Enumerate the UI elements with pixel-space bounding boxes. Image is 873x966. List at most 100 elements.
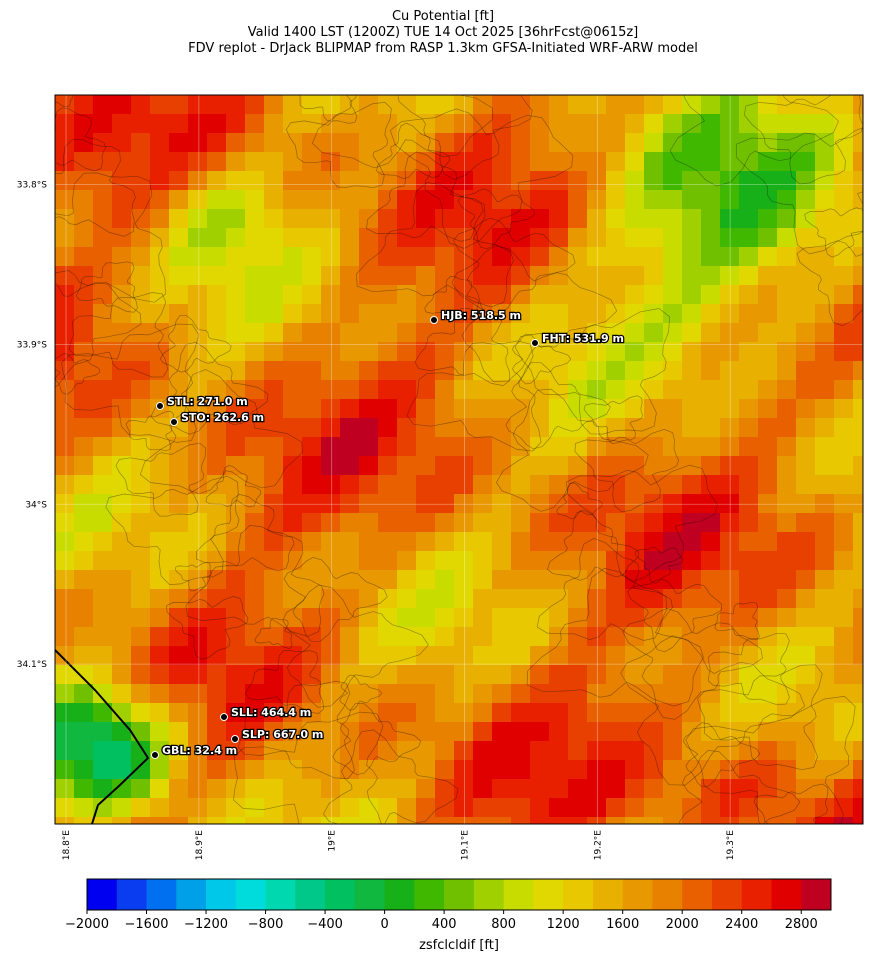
field-cell <box>625 513 644 532</box>
field-cell <box>853 722 863 741</box>
field-cell <box>758 114 777 133</box>
field-cell <box>74 342 93 361</box>
overlay: 33.8°S33.9°S34°S34.1°S18.8°E 18.9°E 19°E 19… <box>17 95 863 860</box>
field-cell <box>207 380 226 399</box>
field-cell <box>568 589 587 608</box>
field-cell <box>625 228 644 247</box>
field-cell <box>682 570 701 589</box>
field-cell <box>321 779 340 798</box>
field-cell <box>264 798 283 817</box>
colorbar-swatch <box>146 879 177 910</box>
field-cell <box>682 494 701 513</box>
field-cell <box>815 247 834 266</box>
field-cell <box>74 456 93 475</box>
field-cell <box>283 95 302 114</box>
field-cell <box>473 494 492 513</box>
field-cell <box>777 342 796 361</box>
field-cell <box>663 608 682 627</box>
field-cell <box>530 646 549 665</box>
field-cell <box>245 570 264 589</box>
field-cell <box>644 779 663 798</box>
field-cell <box>777 703 796 722</box>
field-cell <box>663 798 682 817</box>
field-cell <box>549 380 568 399</box>
field-cell <box>359 456 378 475</box>
field-cell <box>93 665 112 684</box>
contour <box>622 608 763 720</box>
field-cell <box>112 608 131 627</box>
field-cell <box>701 304 720 323</box>
field-cell <box>283 418 302 437</box>
field-cell <box>302 437 321 456</box>
field-cell <box>397 551 416 570</box>
field-cell <box>492 285 511 304</box>
field-cell <box>302 285 321 304</box>
field-cell <box>321 551 340 570</box>
field-cell <box>739 418 758 437</box>
field-cell <box>511 418 530 437</box>
field-cell <box>606 513 625 532</box>
field-cell <box>758 684 777 703</box>
field-cell <box>739 798 758 817</box>
field-cell <box>720 589 739 608</box>
field-cell <box>644 209 663 228</box>
field-cell <box>834 513 853 532</box>
field-cell <box>758 608 777 627</box>
field-cell <box>74 475 93 494</box>
field-cell <box>758 741 777 760</box>
field-cell <box>492 361 511 380</box>
station-label: GBL: 32.4 m <box>162 744 237 757</box>
colorbar-swatch <box>563 879 594 910</box>
field-cell <box>606 380 625 399</box>
field-cell <box>321 399 340 418</box>
contour <box>356 182 514 308</box>
field-cell <box>701 171 720 190</box>
field-cell <box>93 570 112 589</box>
field-cell <box>511 494 530 513</box>
field-cell <box>226 418 245 437</box>
field-cell <box>93 475 112 494</box>
field-cell <box>226 741 245 760</box>
colorbar-tick-label: 2000 <box>666 917 699 932</box>
field-cell <box>758 342 777 361</box>
field-cell <box>302 95 321 114</box>
field-cell <box>321 760 340 779</box>
field-cell <box>74 722 93 741</box>
field-cell <box>739 114 758 133</box>
contour <box>583 395 643 444</box>
field-cell <box>492 779 511 798</box>
field-cell <box>587 342 606 361</box>
contour <box>514 308 670 435</box>
field-cell <box>226 665 245 684</box>
field-cell <box>834 380 853 399</box>
field-cell <box>340 817 359 824</box>
field-cell <box>473 551 492 570</box>
coastline <box>55 649 150 824</box>
field-cell <box>853 703 863 722</box>
field-cell <box>682 152 701 171</box>
field-cell <box>169 190 188 209</box>
field-cell <box>853 817 863 824</box>
field-cell <box>739 266 758 285</box>
field-cell <box>93 209 112 228</box>
colorbar-swatch <box>801 879 832 910</box>
field-cell <box>226 570 245 589</box>
field-cell <box>682 418 701 437</box>
field-cell <box>796 760 815 779</box>
field-cell <box>663 817 682 824</box>
field-cell <box>302 171 321 190</box>
field-cell <box>701 703 720 722</box>
field-cell <box>853 456 863 475</box>
field-cell <box>150 703 169 722</box>
field-cell <box>492 741 511 760</box>
field-cell <box>606 399 625 418</box>
lon-tick-label: 19.3°E <box>726 830 736 861</box>
field-cell <box>758 266 777 285</box>
field-cell <box>625 323 644 342</box>
field-cell <box>112 95 131 114</box>
field-cell <box>150 380 169 399</box>
field-cell <box>112 380 131 399</box>
field-cell <box>397 646 416 665</box>
field-cell <box>188 133 207 152</box>
field-cell <box>758 361 777 380</box>
